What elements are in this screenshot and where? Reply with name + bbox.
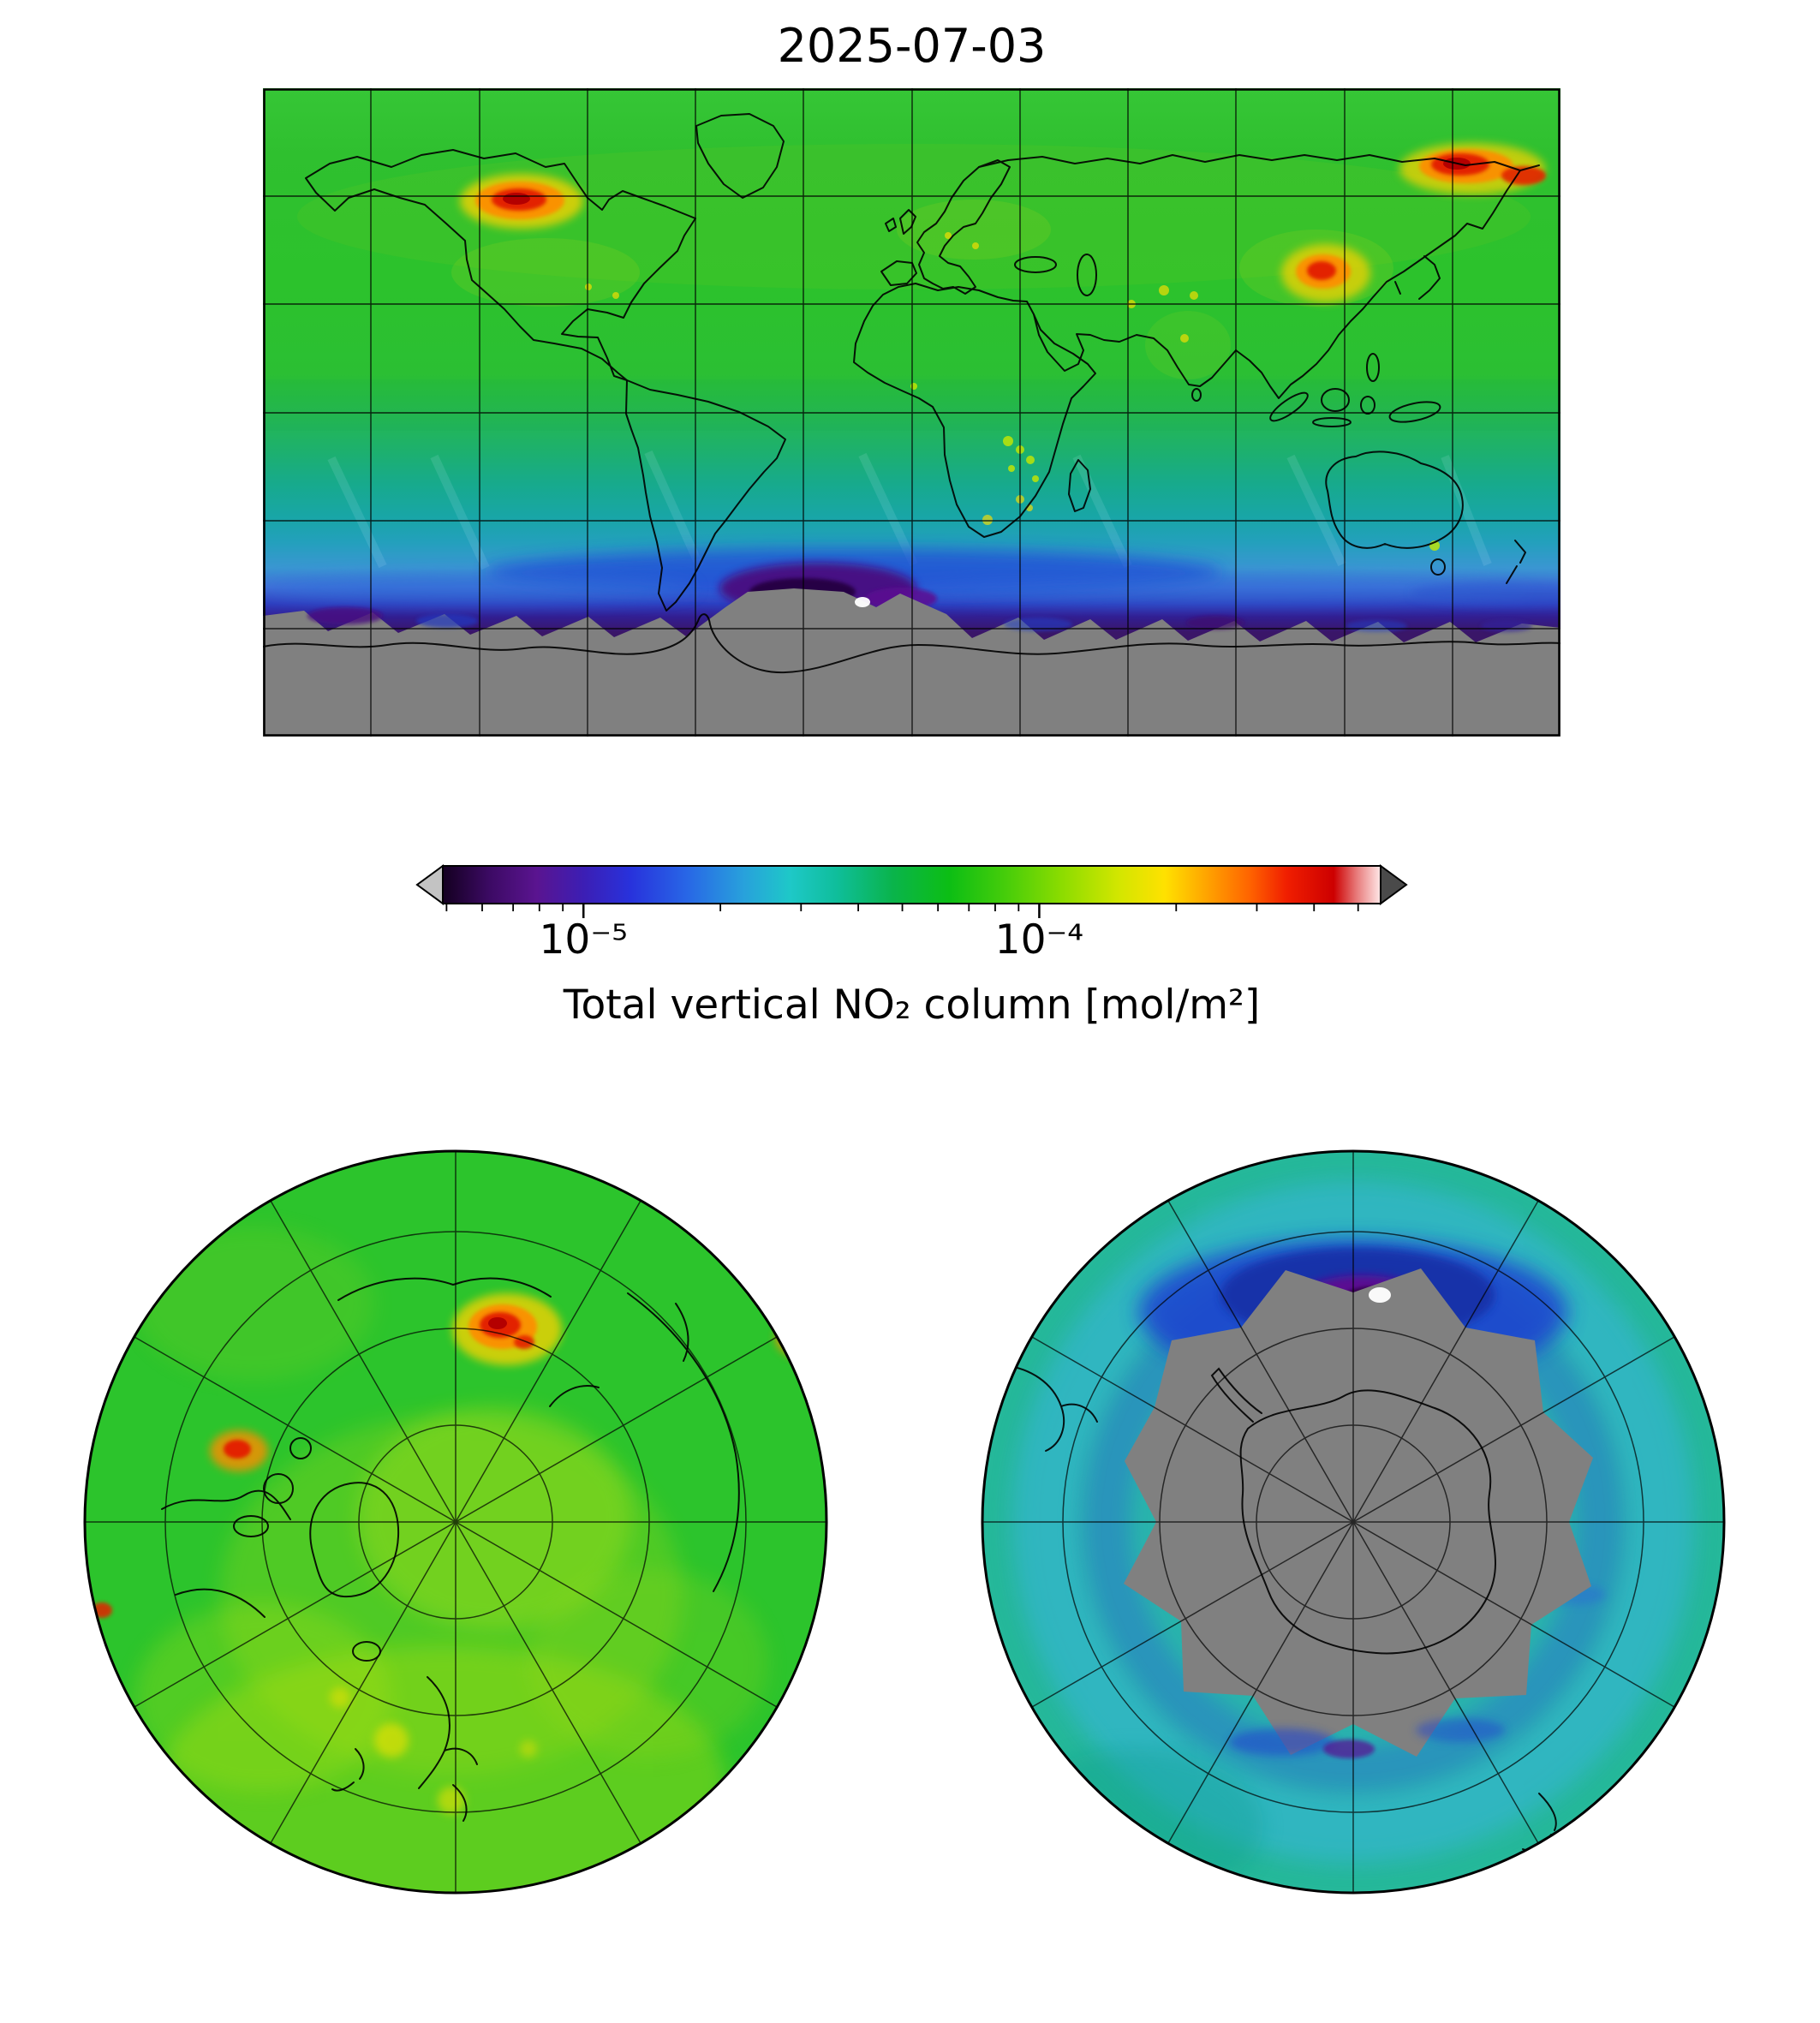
global-map-panel (262, 88, 1616, 737)
north-field-shading (134, 1226, 768, 1893)
no2-hotspots (460, 143, 1546, 551)
coastlines (262, 113, 1561, 674)
colorbar-over-arrow (1380, 864, 1408, 905)
north-polar-panel (83, 1149, 828, 1895)
north-map-border (83, 1149, 828, 1895)
colorbar-tick-label-1e-5: 10⁻⁵ (540, 916, 628, 964)
north-graticule (85, 1151, 826, 1893)
colorbar: 10⁻⁵ 10⁻⁴ (415, 864, 1408, 964)
colorbar-tick-label-1e-4: 10⁻⁴ (995, 916, 1083, 964)
graticule (263, 88, 1560, 737)
south-graticule (982, 1151, 1724, 1893)
map-border (263, 88, 1560, 737)
colorbar-label: Total vertical NO₂ column [mol/m²] (563, 982, 1261, 1029)
colorbar-ticks (445, 904, 1359, 918)
colorbar-under-arrow (415, 864, 444, 905)
south-polar-svg (981, 1149, 1726, 1895)
south-map-border (981, 1149, 1726, 1895)
south-terminator-specks (1229, 1287, 1505, 1758)
north-polar-svg (83, 1149, 828, 1895)
colorbar-gradient-bar (442, 865, 1381, 904)
figure-title: 2025-07-03 (777, 19, 1047, 73)
south-polar-panel (981, 1149, 1726, 1895)
global-map-svg (262, 88, 1616, 737)
